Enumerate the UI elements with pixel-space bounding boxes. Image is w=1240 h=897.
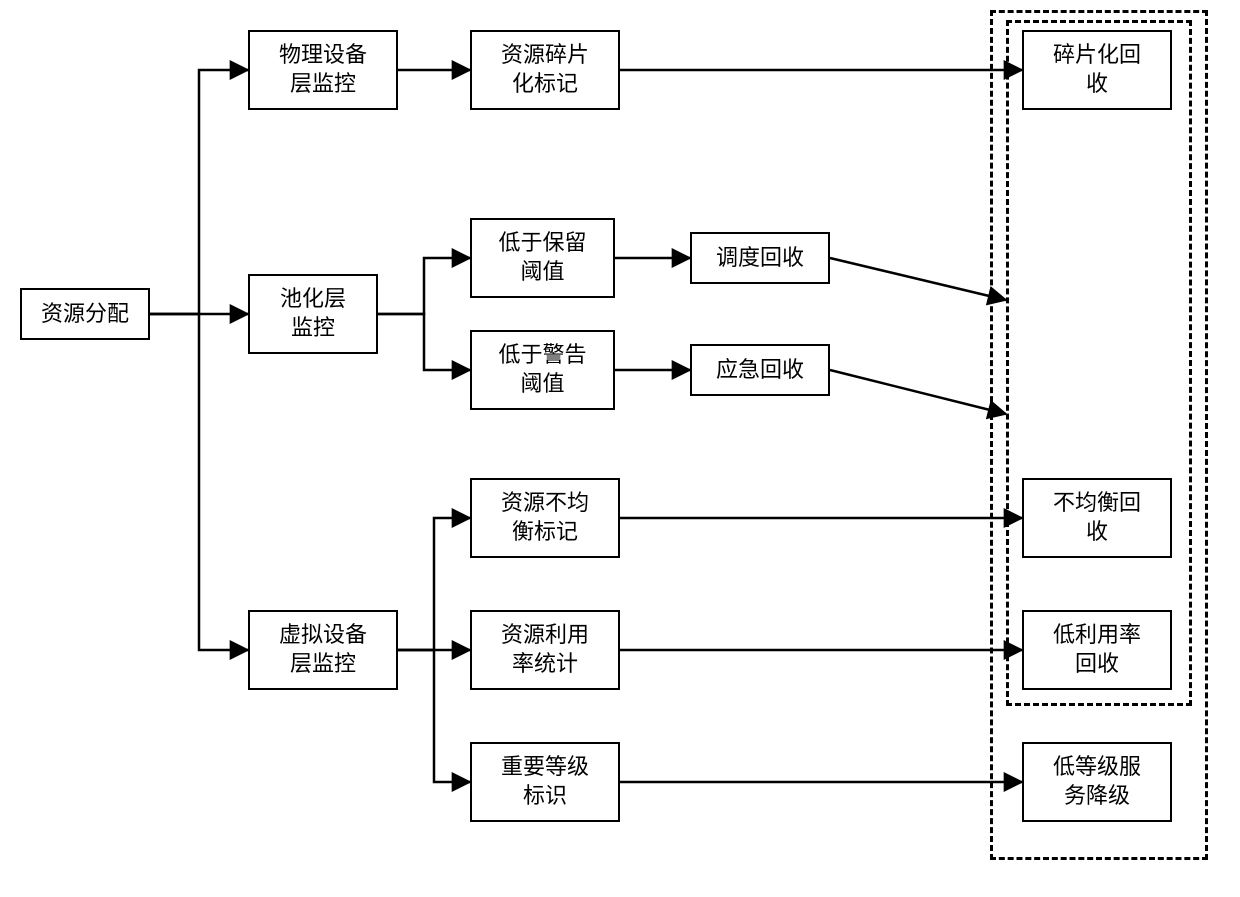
node-label: 低于警告 阈值 [498,341,586,398]
node-util_stat: 资源利用 率统计 [470,610,620,690]
node-label: 资源不均 衡标记 [501,489,589,546]
node-label: 不均衡回 收 [1053,489,1141,546]
node-frag_rec: 碎片化回 收 [1022,30,1172,110]
node-label: 低于保留 阈值 [498,229,586,286]
node-label: 虚拟设备 层监控 [279,621,367,678]
node-label: 低利用率 回收 [1053,621,1141,678]
dashed-group-inner [1006,20,1192,706]
flowchart-canvas: 资源分配 物理设备 层监控池化层 监控虚拟设备 层监控 资源碎片 化标记低于保留 阈… [0,0,1240,897]
node-imbal_mark: 资源不均 衡标记 [470,478,620,558]
node-level_mark: 重要等级 标识 [470,742,620,822]
node-label: 资源碎片 化标记 [501,41,589,98]
node-lowutil_rec: 低利用率 回收 [1022,610,1172,690]
node-below_keep: 低于保留 阈值 [470,218,615,298]
node-emerg_rec: 应急回收 [690,344,830,396]
node-root: 资源分配 [20,288,150,340]
node-pool_mon: 池化层 监控 [248,274,378,354]
node-label: 资源利用 率统计 [501,621,589,678]
node-sched_rec: 调度回收 [690,232,830,284]
node-label: 物理设备 层监控 [279,41,367,98]
node-label: 调度回收 [716,244,804,273]
node-below_warn: 低于警告 阈值 [470,330,615,410]
node-lowlvl_deg: 低等级服 务降级 [1022,742,1172,822]
node-frag_mark: 资源碎片 化标记 [470,30,620,110]
node-virt_mon: 虚拟设备 层监控 [248,610,398,690]
node-phy_mon: 物理设备 层监控 [248,30,398,110]
node-label: 低等级服 务降级 [1053,753,1141,810]
node-label: 资源分配 [41,300,129,329]
node-label: 碎片化回 收 [1053,41,1141,98]
node-label: 重要等级 标识 [501,753,589,810]
node-label: 应急回收 [716,356,804,385]
node-label: 池化层 监控 [280,285,346,342]
node-imbal_rec: 不均衡回 收 [1022,478,1172,558]
